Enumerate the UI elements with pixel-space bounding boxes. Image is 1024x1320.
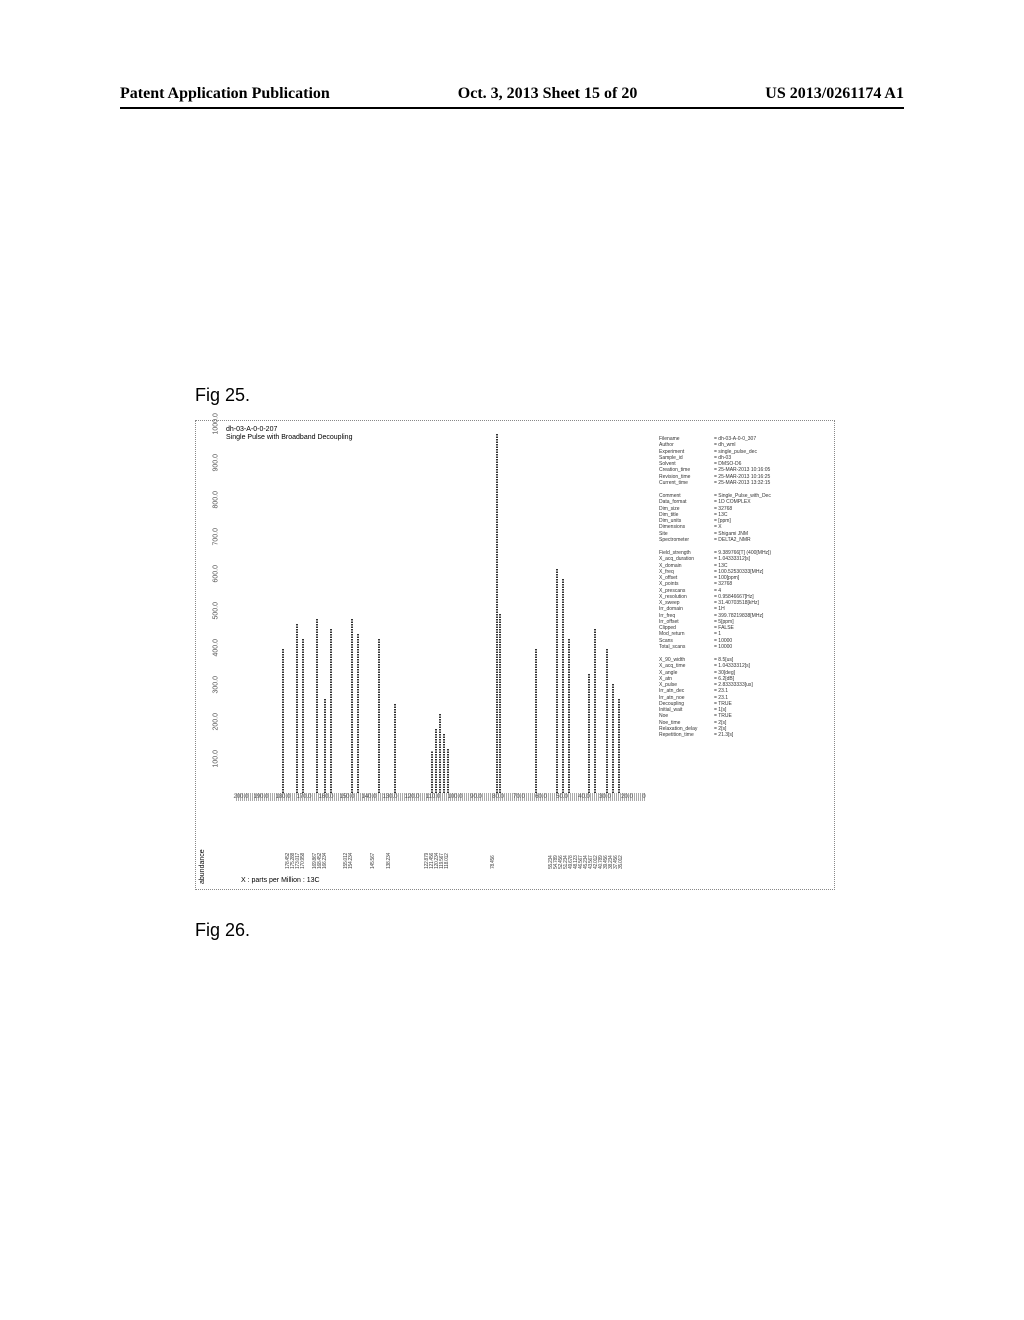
y-tick: 800.0: [213, 491, 220, 509]
nmr-peak: [302, 638, 304, 793]
x-tick: 60.0: [535, 794, 547, 800]
param-group: Comment= Single_Pulse_with_DecData_forma…: [659, 493, 824, 543]
nmr-spectrum: dh-03-A-0-0-207 Single Pulse with Broadb…: [195, 420, 835, 890]
param-key: Current_time: [659, 480, 714, 486]
param-group: X_90_width= 8.5[us]X_acq_time= 1.0433331…: [659, 657, 824, 738]
param-group: Filename= dh-03-A-0-0_307Author= dh_wmlE…: [659, 436, 824, 486]
param-row: Repetition_time= 21.3[s]: [659, 732, 824, 738]
x-tick: 170.0: [296, 794, 311, 800]
x-tick: 20.0: [621, 794, 633, 800]
peak-labels: 178.452175.288173.017170.958169.867168.4…: [236, 819, 646, 869]
x-tick: 190.0: [253, 794, 268, 800]
y-tick: 100.0: [213, 750, 220, 768]
param-key: Total_scans: [659, 644, 714, 650]
header-left: Patent Application Publication: [120, 85, 330, 103]
x-tick: 150.0: [339, 794, 354, 800]
x-tick: 50.0: [556, 794, 568, 800]
y-tick: 1000.0: [213, 413, 220, 434]
x-axis-label: X : parts per Million : 13C: [241, 877, 320, 884]
x-tick: 90.0: [470, 794, 482, 800]
nmr-peak: [606, 648, 608, 793]
nmr-peak: [496, 433, 498, 793]
nmr-peak: [594, 628, 596, 793]
param-row: Current_time= 25-MAR-2013 13:32:15: [659, 480, 824, 486]
nmr-peak: [568, 638, 570, 793]
peak-ppm-label: 118.012: [444, 853, 450, 869]
y-tick: 600.0: [213, 565, 220, 583]
peak-ppm-label: 138.234: [386, 853, 392, 869]
x-tick: 180.0: [275, 794, 290, 800]
y-tick: 900.0: [213, 454, 220, 472]
param-key: Repetition_time: [659, 732, 714, 738]
peak-ppm-label: 78.456: [490, 856, 496, 870]
page-header: Patent Application Publication Oct. 3, 2…: [120, 85, 904, 109]
param-value: = 21.3[s]: [714, 732, 824, 738]
x-tick: 160.0: [318, 794, 333, 800]
y-tick: 300.0: [213, 676, 220, 694]
nmr-peak: [447, 748, 449, 793]
x-tick: 130.0: [382, 794, 397, 800]
figure-25-label: Fig 25.: [195, 385, 250, 406]
y-tick: 400.0: [213, 639, 220, 657]
nmr-peak: [612, 683, 614, 793]
y-tick: 700.0: [213, 528, 220, 546]
x-tick: 30.0: [599, 794, 611, 800]
x-tick: 100.0: [447, 794, 462, 800]
nmr-peak: [562, 578, 564, 793]
header-center: Oct. 3, 2013 Sheet 15 of 20: [458, 85, 638, 103]
nmr-peak: [535, 648, 537, 793]
nmr-peak: [499, 613, 501, 793]
peak-ppm-label: 35.012: [618, 856, 624, 870]
nmr-peak: [324, 698, 326, 793]
param-value: = 10000: [714, 644, 824, 650]
nmr-peak: [378, 638, 380, 793]
x-tick: 140.0: [361, 794, 376, 800]
y-tick: 200.0: [213, 713, 220, 731]
nmr-peak: [296, 623, 298, 793]
header-right: US 2013/0261174 A1: [765, 85, 904, 103]
nmr-peak: [316, 618, 318, 793]
peak-ppm-label: 166.234: [322, 853, 328, 869]
figure-26-label: Fig 26.: [195, 920, 250, 941]
nmr-peak: [435, 728, 437, 793]
x-tick: 200.0: [233, 794, 248, 800]
param-value: = 25-MAR-2013 13:32:15: [714, 480, 824, 486]
x-axis-ticks: 200.0 190.0 180.0 170.0 160.0 150.0 140.0 130.0…: [236, 794, 646, 814]
param-row: Total_scans= 10000: [659, 644, 824, 650]
nmr-peak: [330, 628, 332, 793]
x-tick: 0: [642, 794, 645, 800]
nmr-peak: [556, 568, 558, 793]
y-axis-label: abundance: [199, 849, 206, 884]
param-key: Spectrometer: [659, 537, 714, 543]
nmr-peak: [443, 733, 445, 793]
nmr-peak: [394, 703, 396, 793]
plot-area: [236, 431, 646, 801]
peak-ppm-label: 170.958: [300, 853, 306, 869]
nmr-peak: [282, 648, 284, 793]
x-tick: 70.0: [513, 794, 525, 800]
x-tick: 40.0: [578, 794, 590, 800]
x-tick: 110.0: [426, 794, 441, 800]
nmr-peak: [431, 751, 433, 793]
param-group: Field_strength= 9.389766[T] (400[MHz])X_…: [659, 550, 824, 650]
nmr-peak: [351, 618, 353, 793]
param-value: = DELTA2_NMR: [714, 537, 824, 543]
parameter-panel: Filename= dh-03-A-0-0_307Author= dh_wmlE…: [659, 436, 824, 745]
nmr-peak: [439, 713, 441, 793]
peak-ppm-label: 145.567: [370, 853, 376, 869]
x-tick: 120.0: [404, 794, 419, 800]
param-row: Spectrometer= DELTA2_NMR: [659, 537, 824, 543]
x-tick: 80.0: [492, 794, 504, 800]
y-tick: 500.0: [213, 602, 220, 620]
peak-ppm-label: 154.234: [348, 853, 354, 869]
nmr-peak: [618, 698, 620, 793]
nmr-peak: [588, 673, 590, 793]
nmr-peak: [357, 633, 359, 793]
